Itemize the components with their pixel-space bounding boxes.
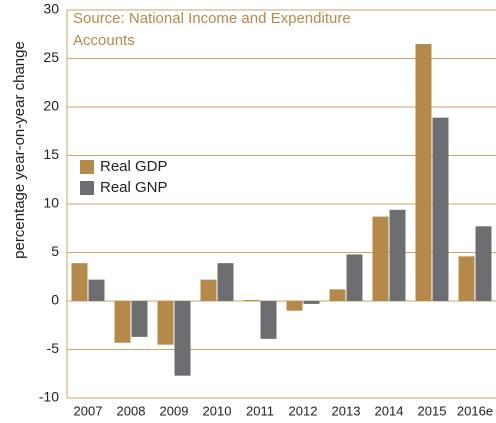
- y-tick-label: -5: [47, 340, 60, 356]
- bar: [71, 263, 88, 301]
- bar: [303, 301, 320, 304]
- annotation: Source: National Income and Expenditure: [73, 10, 351, 27]
- bar: [157, 301, 174, 345]
- legend-swatch: [80, 181, 94, 195]
- x-tick-label: 2015: [418, 403, 447, 418]
- bar: [260, 301, 277, 339]
- legend-label: Real GDP: [100, 158, 168, 175]
- bar: [432, 117, 449, 301]
- x-tick-label: 2007: [74, 403, 103, 418]
- legend-label: Real GNP: [100, 179, 168, 196]
- y-tick-label: 10: [43, 195, 59, 211]
- x-tick-label: 2008: [117, 403, 146, 418]
- bar: [88, 279, 105, 301]
- x-tick-label: 2014: [375, 403, 404, 418]
- x-tick-label: 2011: [246, 403, 274, 418]
- y-tick-label: 20: [43, 98, 59, 114]
- y-axis-label: percentage year-on-year change: [11, 41, 28, 259]
- y-tick-label: 0: [51, 292, 59, 308]
- y-tick-label: -10: [39, 389, 59, 405]
- annotation: Accounts: [73, 32, 135, 49]
- bar: [329, 289, 346, 301]
- bar: [286, 301, 303, 311]
- x-tick-label: 2010: [203, 403, 232, 418]
- bar: [131, 301, 148, 337]
- x-tick-label: 2012: [289, 403, 318, 418]
- bar: [243, 300, 260, 301]
- x-tick-label: 2009: [160, 403, 189, 418]
- x-tick-label: 2016e: [457, 403, 493, 418]
- bar: [217, 263, 234, 301]
- bar: [415, 43, 432, 301]
- bar: [346, 254, 363, 301]
- y-tick-label: 5: [51, 243, 59, 259]
- bar: [174, 301, 191, 376]
- x-tick-label: 2013: [332, 403, 361, 418]
- y-tick-label: 15: [43, 146, 59, 162]
- bar: [372, 216, 389, 301]
- y-tick-label: 30: [43, 1, 59, 17]
- bar: [200, 279, 217, 301]
- legend-swatch: [80, 160, 94, 174]
- bar: [475, 226, 492, 301]
- bar: [389, 209, 406, 301]
- bar: [114, 301, 131, 343]
- bar: [458, 256, 475, 301]
- y-tick-label: 25: [43, 49, 59, 65]
